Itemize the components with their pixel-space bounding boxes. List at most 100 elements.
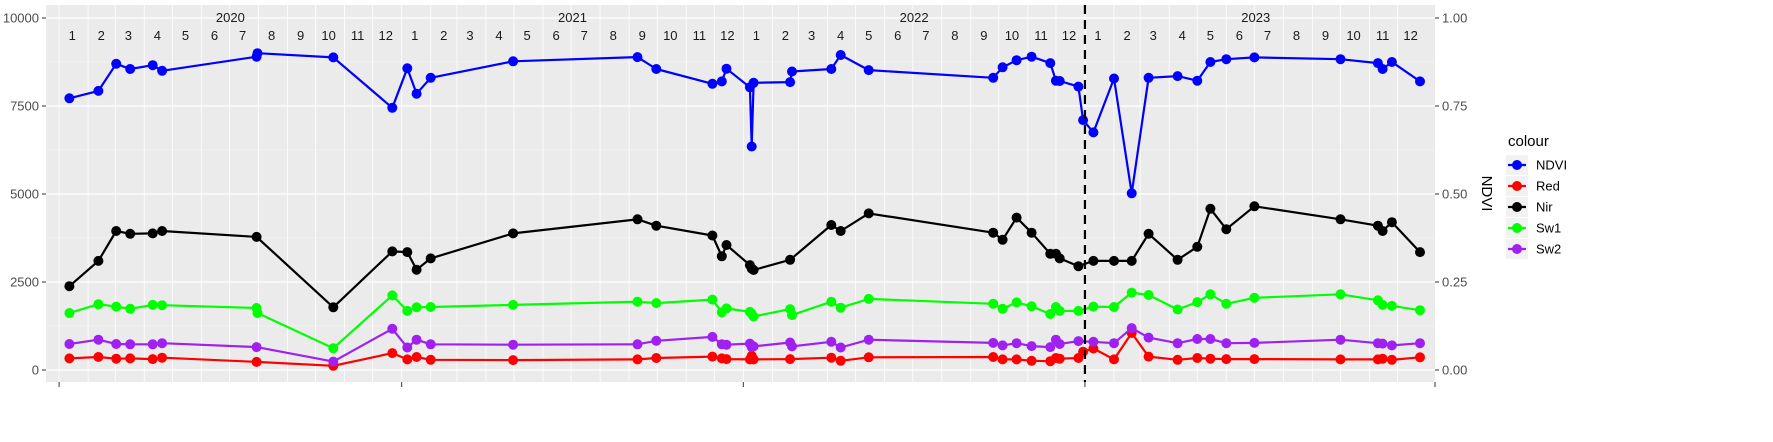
data-point-nir xyxy=(1126,255,1137,266)
data-point-ndvi xyxy=(863,65,874,76)
data-point-red xyxy=(1054,353,1065,364)
month-label: 6 xyxy=(552,28,559,43)
data-point-nir xyxy=(1386,217,1397,228)
month-label: 6 xyxy=(1236,28,1243,43)
data-point-sw2 xyxy=(826,336,837,347)
month-label: 5 xyxy=(182,28,189,43)
data-point-ndvi xyxy=(93,85,104,96)
data-point-red xyxy=(835,355,846,366)
data-point-sw1 xyxy=(111,301,122,312)
data-point-sw2 xyxy=(721,339,732,350)
data-point-ndvi xyxy=(1205,57,1216,67)
data-point-sw2 xyxy=(1221,338,1232,349)
data-point-red xyxy=(1143,351,1154,362)
y-tick-label: 2500 xyxy=(10,275,39,290)
data-point-sw1 xyxy=(1054,305,1065,316)
data-point-red xyxy=(826,352,837,363)
data-point-sw1 xyxy=(1126,287,1137,298)
grid-lines xyxy=(46,5,1435,382)
data-point-sw1 xyxy=(508,299,519,310)
data-point-ndvi xyxy=(651,64,662,74)
data-point-sw2 xyxy=(111,339,122,349)
data-point-sw2 xyxy=(707,331,718,342)
data-point-nir xyxy=(785,254,796,265)
data-point-sw1 xyxy=(988,298,999,309)
data-point-nir xyxy=(997,234,1008,245)
data-point-sw1 xyxy=(997,303,1008,314)
data-point-sw2 xyxy=(402,342,413,353)
data-point-nir xyxy=(508,228,519,239)
data-point-sw2 xyxy=(1126,323,1137,334)
legend-title: colour xyxy=(1508,133,1549,150)
data-point-red xyxy=(111,353,122,364)
series-layer xyxy=(64,48,1425,371)
data-point-red xyxy=(387,348,398,359)
month-label: 9 xyxy=(980,28,987,43)
month-label: 6 xyxy=(211,28,218,43)
data-point-ndvi xyxy=(785,77,796,88)
month-label: 10 xyxy=(1005,28,1019,43)
data-point-sw2 xyxy=(64,339,75,349)
legend-label: Sw1 xyxy=(1536,221,1561,236)
data-point-nir xyxy=(1335,214,1346,225)
data-point-nir xyxy=(1249,201,1260,212)
data-point-sw2 xyxy=(1386,340,1397,351)
data-point-sw1 xyxy=(387,290,398,301)
month-label: 2 xyxy=(440,28,447,43)
data-point-red xyxy=(1172,354,1183,365)
data-point-sw1 xyxy=(1088,301,1099,312)
data-point-ndvi xyxy=(411,88,422,99)
data-point-sw2 xyxy=(508,339,519,350)
data-point-sw2 xyxy=(1109,338,1119,349)
data-point-sw1 xyxy=(1073,305,1084,316)
year-label: 2022 xyxy=(900,10,929,25)
data-point-nir xyxy=(411,264,422,275)
data-point-sw2 xyxy=(1011,338,1022,349)
data-point-nir xyxy=(328,302,339,313)
data-point-sw1 xyxy=(425,302,436,312)
data-point-sw1 xyxy=(707,294,718,305)
data-point-sw2 xyxy=(387,323,398,334)
data-point-sw2 xyxy=(1192,334,1203,344)
data-point-sw1 xyxy=(1415,305,1425,316)
data-point-sw1 xyxy=(835,302,846,313)
data-point-sw2 xyxy=(651,335,662,346)
data-point-sw1 xyxy=(328,343,339,354)
data-point-red xyxy=(1221,354,1232,365)
data-point-sw1 xyxy=(748,311,759,322)
data-point-sw1 xyxy=(1045,309,1056,319)
data-point-nir xyxy=(1377,226,1388,236)
data-point-sw1 xyxy=(1386,300,1397,311)
data-point-sw2 xyxy=(411,334,422,345)
month-label: 3 xyxy=(125,28,132,43)
month-label: 12 xyxy=(720,28,734,43)
data-point-sw1 xyxy=(1143,290,1154,300)
data-point-ndvi xyxy=(1415,76,1425,87)
y-tick-label: 10000 xyxy=(3,11,39,26)
data-point-ndvi xyxy=(1192,75,1203,86)
month-label: 7 xyxy=(581,28,588,43)
data-point-sw1 xyxy=(125,303,136,314)
month-label: 2 xyxy=(1123,28,1130,43)
data-point-nir xyxy=(157,226,168,236)
data-point-sw2 xyxy=(632,339,643,350)
data-point-sw2 xyxy=(997,340,1008,351)
axes: 0 2500 5000 7500 10000 0.00 0.25 0.50 0.75 1.00 xyxy=(3,11,1467,387)
data-point-nir xyxy=(64,281,75,292)
data-point-ndvi xyxy=(157,65,168,76)
y2-tick-label: 0.50 xyxy=(1442,187,1467,202)
data-point-red xyxy=(1192,353,1203,363)
month-label: 1 xyxy=(411,28,418,43)
data-point-sw2 xyxy=(1054,339,1065,349)
month-label: 9 xyxy=(297,28,304,43)
data-point-ndvi xyxy=(707,78,718,89)
month-label: 1 xyxy=(69,28,76,43)
month-label: 11 xyxy=(1034,28,1048,43)
data-point-ndvi xyxy=(835,50,846,60)
y2-tick-label: 0.00 xyxy=(1442,363,1467,378)
legend-label: Red xyxy=(1536,179,1560,194)
data-point-sw1 xyxy=(787,310,797,321)
data-point-nir xyxy=(863,208,874,219)
month-label: 11 xyxy=(351,28,365,43)
